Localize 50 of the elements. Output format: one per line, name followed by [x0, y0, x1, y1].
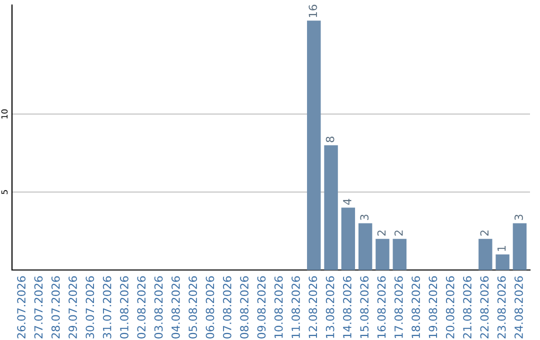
data-label: 3 — [360, 214, 369, 220]
x-tick-label: 30.07.2026 — [86, 276, 94, 338]
data-label: 2 — [394, 230, 403, 236]
data-label: 2 — [377, 230, 386, 236]
x-tick-label: 22.08.2026 — [480, 276, 489, 338]
x-tick-label: 15.08.2026 — [360, 276, 369, 338]
x-tick-label: 04.08.2026 — [171, 276, 180, 338]
x-tick-label: 14.08.2026 — [343, 276, 352, 338]
data-label: 16 — [308, 4, 318, 18]
x-tick-label: 26.07.2026 — [17, 276, 26, 338]
bar — [496, 254, 510, 270]
x-tick-label: 28.07.2026 — [51, 276, 60, 338]
bar — [324, 145, 338, 270]
data-label: 3 — [514, 214, 523, 220]
x-tick-label: 31.07.2026 — [102, 276, 112, 338]
x-tick-label: 19.08.2026 — [428, 276, 438, 338]
y-tick-label: 10 — [1, 109, 8, 119]
x-tick-label: 08.08.2026 — [240, 276, 248, 338]
x-tick-label: 12.08.2026 — [308, 276, 318, 338]
bar — [478, 238, 492, 270]
x-tick-label: 18.08.2026 — [412, 276, 420, 338]
x-tick-label: 06.08.2026 — [206, 276, 214, 338]
x-tick-label: 21.08.2026 — [463, 276, 472, 338]
bar — [341, 208, 356, 270]
bar — [307, 20, 321, 270]
x-tick-label: 09.08.2026 — [257, 276, 266, 338]
x-tick-label: 03.08.2026 — [154, 276, 163, 338]
x-tick-label: 02.08.2026 — [137, 276, 146, 338]
x-tick-label: 20.08.2026 — [446, 276, 454, 338]
x-tick-label: 27.07.2026 — [34, 276, 43, 338]
x-tick-label: 13.08.2026 — [326, 276, 334, 338]
data-label: 8 — [326, 136, 334, 142]
x-tick-label: 11.08.2026 — [292, 276, 300, 338]
data-label: 2 — [480, 230, 488, 236]
data-label: 4 — [343, 198, 352, 205]
x-tick-label: 01.08.2026 — [120, 276, 128, 338]
bar — [358, 223, 372, 270]
bar — [512, 223, 527, 270]
x-tick-label: 23.08.2026 — [497, 276, 506, 338]
x-tick-label: 07.08.2026 — [222, 276, 232, 338]
x-tick-label: 17.08.2026 — [394, 276, 403, 338]
bar — [376, 238, 390, 270]
x-tick-label: 16.08.2026 — [377, 276, 386, 338]
y-tick-label: 5 — [1, 190, 8, 194]
bar — [392, 238, 407, 270]
data-label: 1 — [498, 246, 506, 251]
x-tick-label: 29.07.2026 — [68, 276, 77, 338]
x-tick-label: 05.08.2026 — [188, 276, 198, 338]
x-tick-label: 24.08.2026 — [514, 276, 523, 338]
x-tick-label: 10.08.2026 — [274, 276, 283, 338]
